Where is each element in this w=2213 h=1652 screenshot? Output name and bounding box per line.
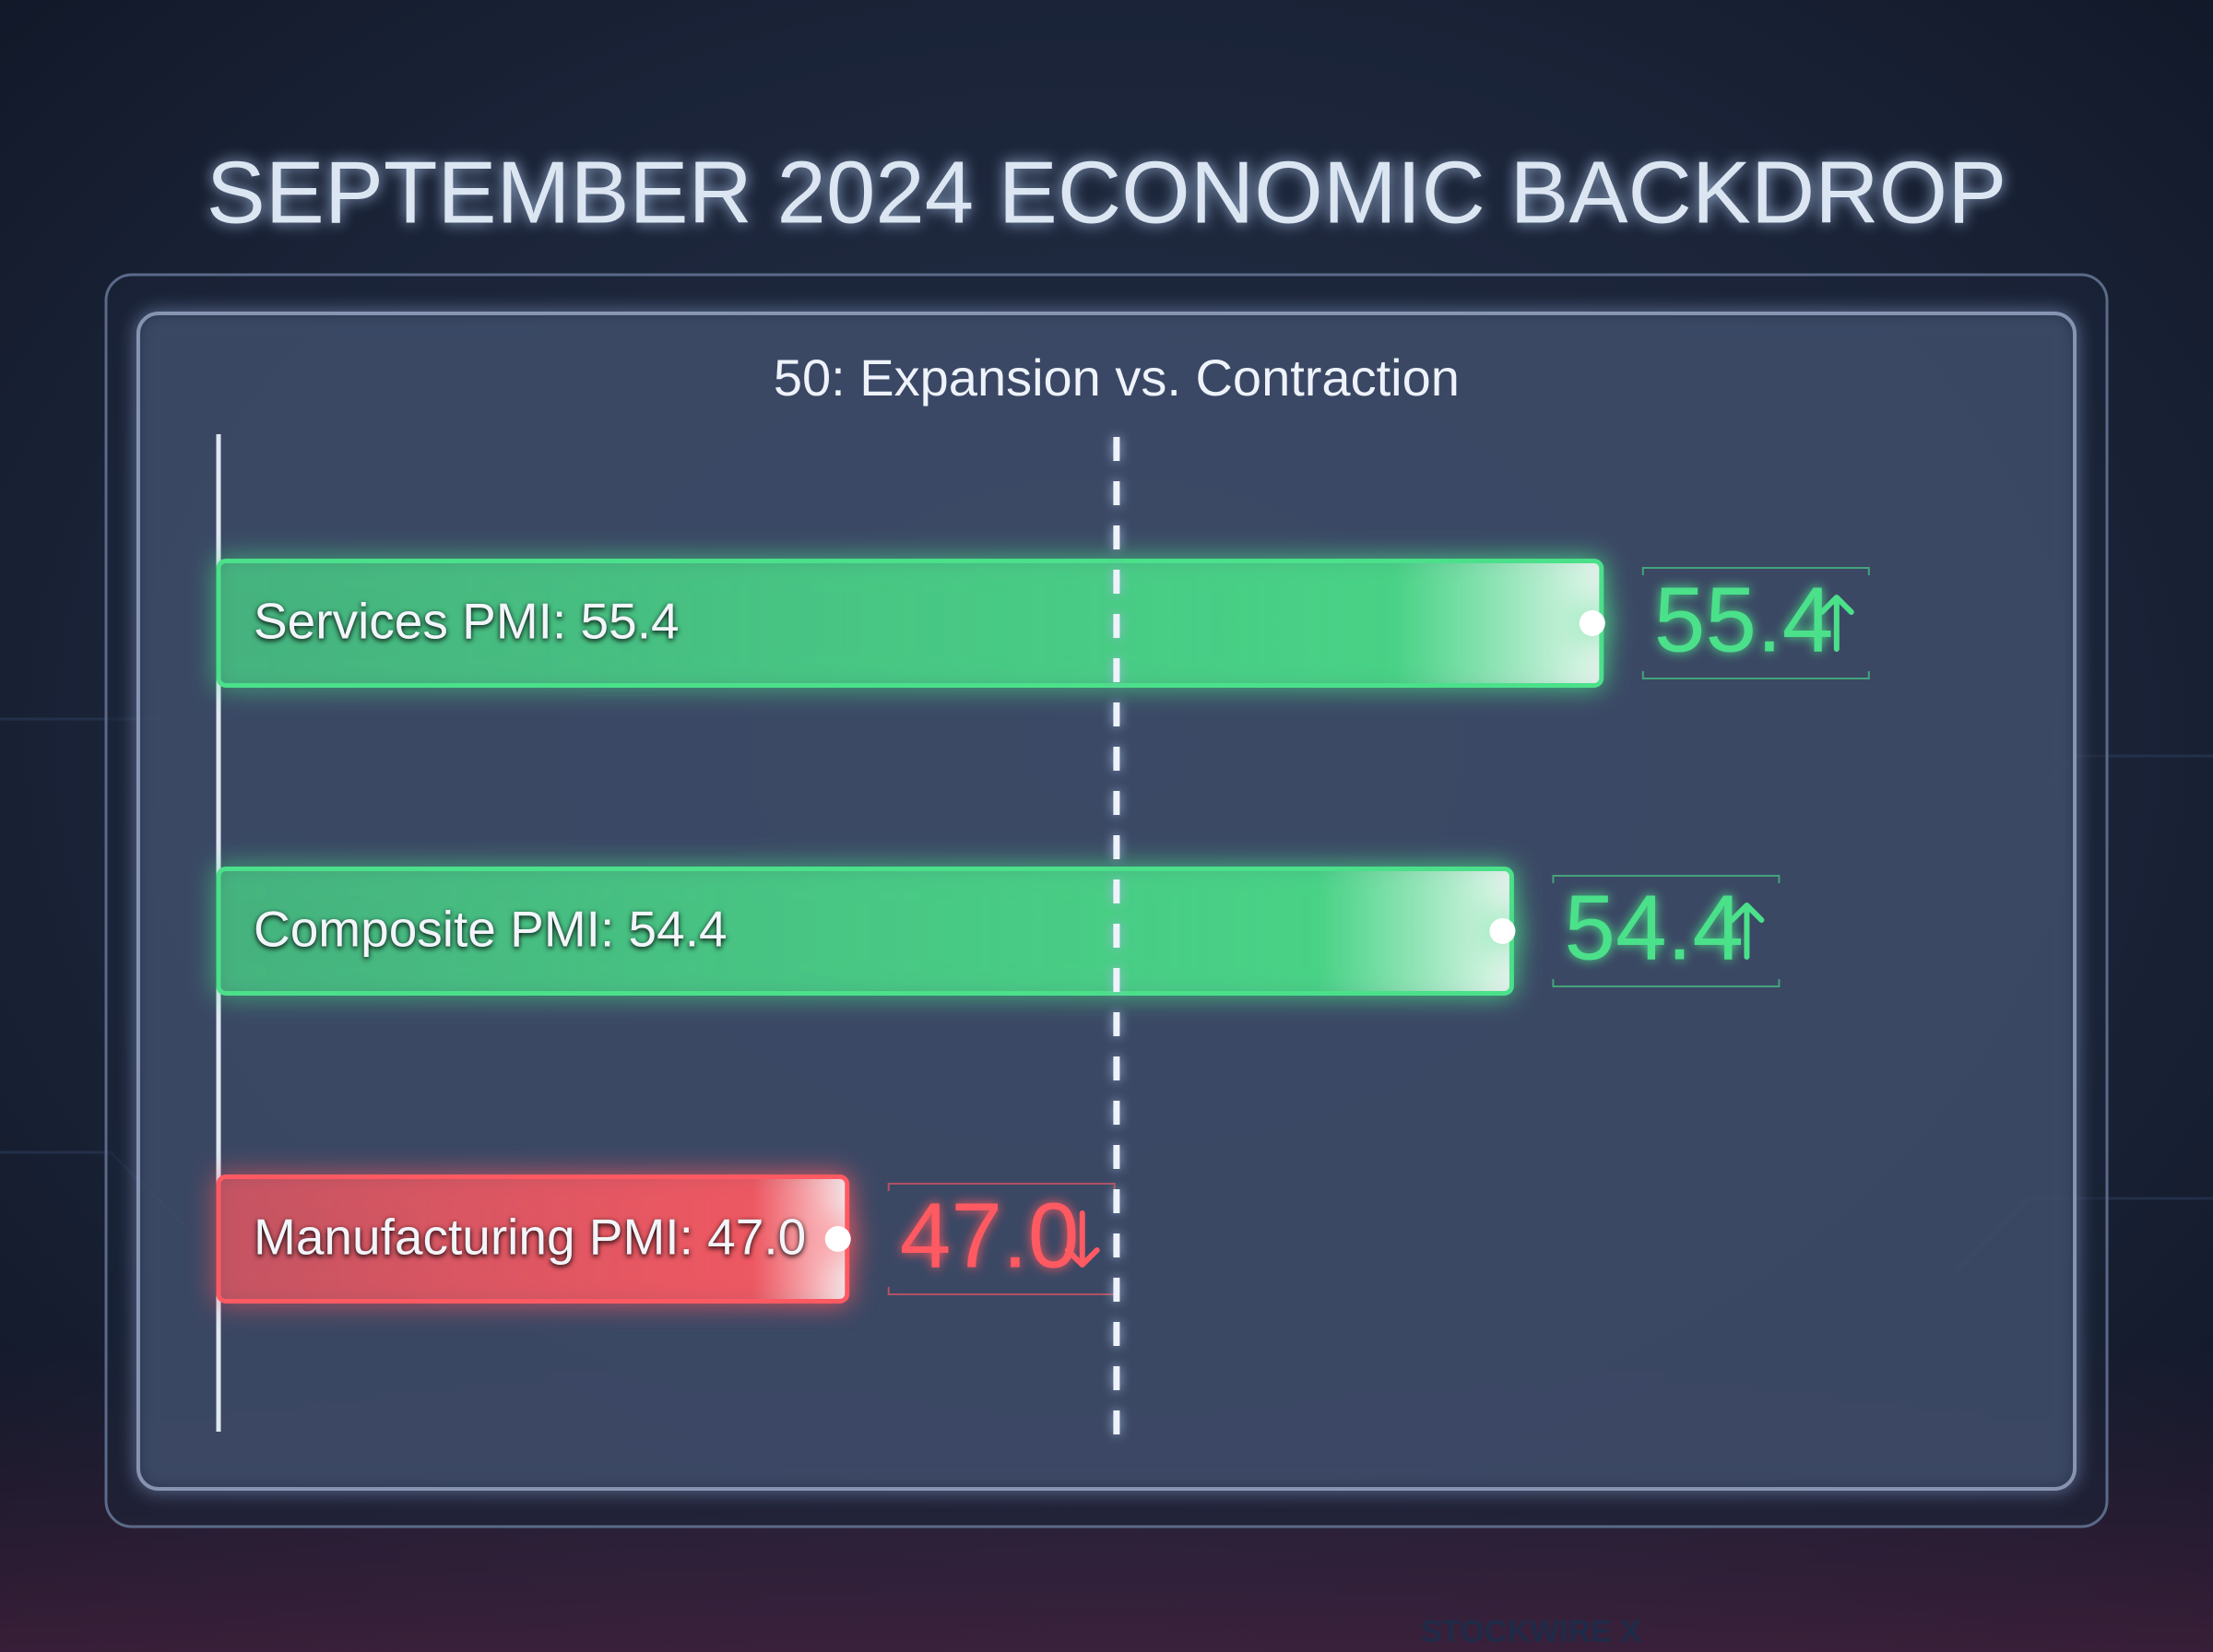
value-box — [1552, 875, 1781, 987]
trend-arrow — [1818, 595, 1854, 652]
chart-title: SEPTEMBER 2024 ECONOMIC BACKDROP — [207, 143, 2006, 242]
value-label: 47.0 — [900, 1184, 1080, 1287]
value-label: 55.4 — [1654, 568, 1834, 671]
category-label: Services PMI: 55.4 — [254, 593, 680, 650]
bar-end-glow — [1579, 610, 1605, 636]
reference-label: 50: Expansion vs. Contraction — [774, 348, 1460, 407]
watermark: STOCKWIRE X — [1421, 1614, 1642, 1649]
value-label: 54.4 — [1564, 876, 1744, 979]
bar-end-glow — [1489, 918, 1516, 944]
trend-arrow — [1064, 1210, 1100, 1268]
trend-arrow — [1729, 903, 1765, 960]
bar-end-glow — [824, 1226, 851, 1252]
value-box — [1641, 567, 1870, 679]
category-label: Manufacturing PMI: 47.0 — [254, 1209, 806, 1266]
category-label: Composite PMI: 54.4 — [254, 901, 728, 958]
